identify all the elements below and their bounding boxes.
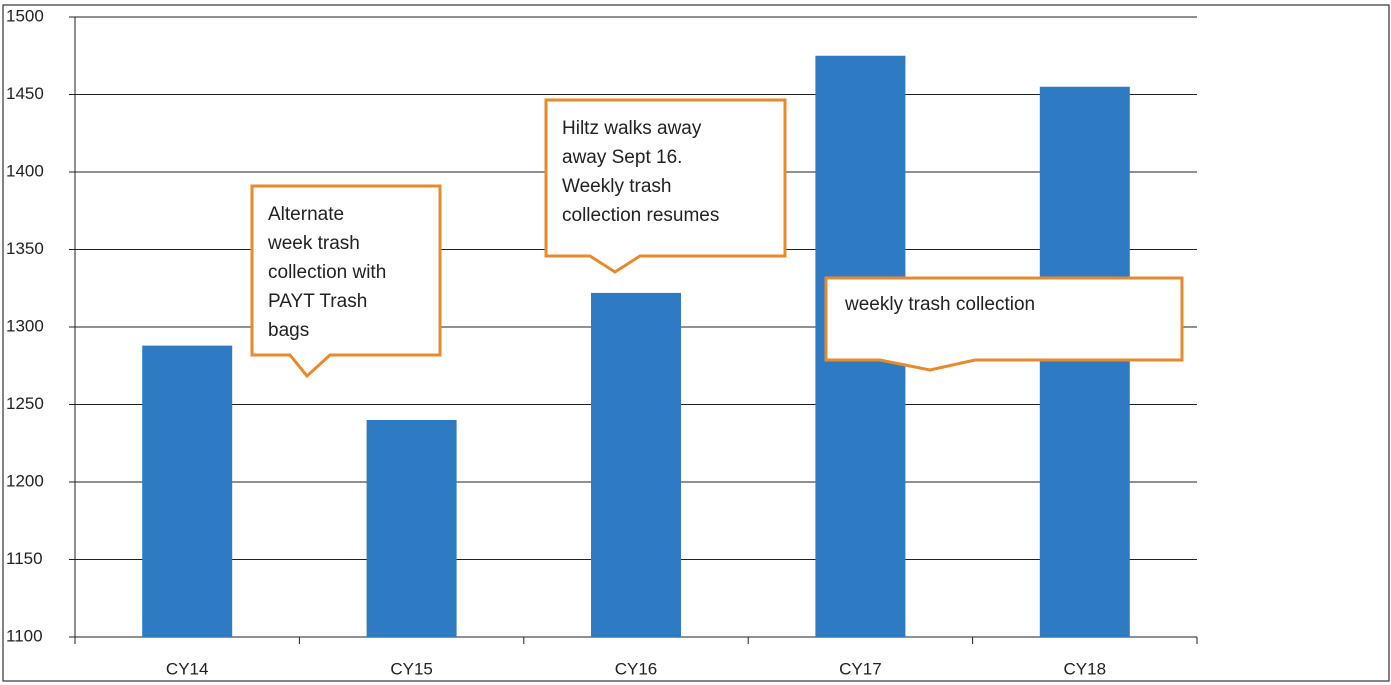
x-tick-label: CY15 (390, 659, 433, 678)
x-tick-label: CY17 (839, 659, 882, 678)
annotation-text: collection with (268, 262, 386, 283)
annotation-text: PAYT Trash (268, 291, 367, 312)
y-tick-label: 1100 (6, 626, 43, 645)
callout (824, 276, 1184, 372)
x-tick-label: CY18 (1064, 659, 1107, 678)
annotation-text: bags (268, 320, 309, 341)
bar (1039, 86, 1130, 637)
bar (366, 420, 457, 637)
annotation-text: Hiltz walks away (562, 118, 702, 139)
x-tick-label: CY14 (166, 659, 209, 678)
annotation-text: away Sept 16. (562, 147, 682, 168)
y-tick-label: 1450 (6, 84, 44, 103)
annotation-text: week trash (267, 233, 360, 254)
x-tick-label: CY16 (615, 659, 658, 678)
bar (142, 345, 233, 637)
y-tick-label: 1200 (6, 471, 44, 490)
y-tick-label: 1400 (6, 161, 44, 180)
bar (591, 292, 681, 637)
annotation-text: Alternate (268, 204, 344, 225)
annotation-text: weekly trash collection (844, 294, 1035, 315)
callout (250, 184, 442, 379)
y-tick-label: 1300 (6, 316, 44, 335)
y-tick-label: 1150 (6, 549, 43, 568)
annotation-text: collection resumes (562, 205, 719, 226)
annotation-text: Weekly trash (562, 176, 671, 197)
y-tick-label: 1500 (6, 6, 44, 25)
callout (544, 98, 787, 274)
y-tick-label: 1350 (6, 239, 44, 258)
y-tick-label: 1250 (6, 394, 44, 413)
